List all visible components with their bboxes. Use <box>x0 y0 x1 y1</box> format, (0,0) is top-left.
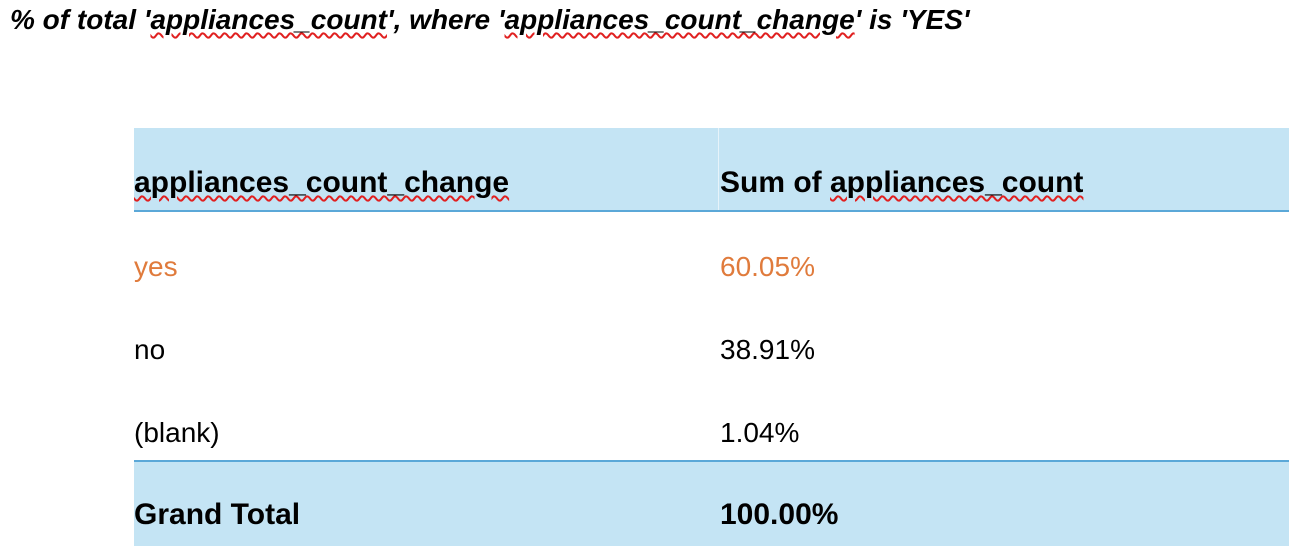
pivot-table: appliances_count_change Sum of appliance… <box>134 128 1289 546</box>
row-value-yes[interactable]: 60.05% <box>720 251 815 282</box>
row-value-blank[interactable]: 1.04% <box>720 417 800 448</box>
row-label-yes[interactable]: yes <box>134 251 178 282</box>
heading-suffix: ' is 'YES' <box>854 4 970 35</box>
pivot-grand-total-row <box>134 460 1289 546</box>
column-header-sum-field: appliances_count <box>830 166 1084 199</box>
column-header-sum-of-appliances-count[interactable]: Sum of appliances_count <box>720 166 1083 200</box>
grand-total-label[interactable]: Grand Total <box>134 498 301 531</box>
row-label-blank[interactable]: (blank) <box>134 417 220 448</box>
heading-field-appliances-count-change: appliances_count_change <box>504 4 855 35</box>
row-value-no[interactable]: 38.91% <box>720 334 815 365</box>
column-header-sum-prefix: Sum of <box>720 166 830 199</box>
row-label-no[interactable]: no <box>134 334 166 365</box>
heading-middle: ', where ' <box>386 4 505 35</box>
page-heading: % of total 'appliances_count', where 'ap… <box>10 2 970 38</box>
heading-prefix: % of total ' <box>10 4 151 35</box>
column-header-appliances-count-change[interactable]: appliances_count_change <box>134 166 510 199</box>
grand-total-value[interactable]: 100.00% <box>720 498 839 531</box>
heading-field-appliances-count: appliances_count <box>150 4 387 35</box>
pivot-header-row <box>134 128 1289 212</box>
